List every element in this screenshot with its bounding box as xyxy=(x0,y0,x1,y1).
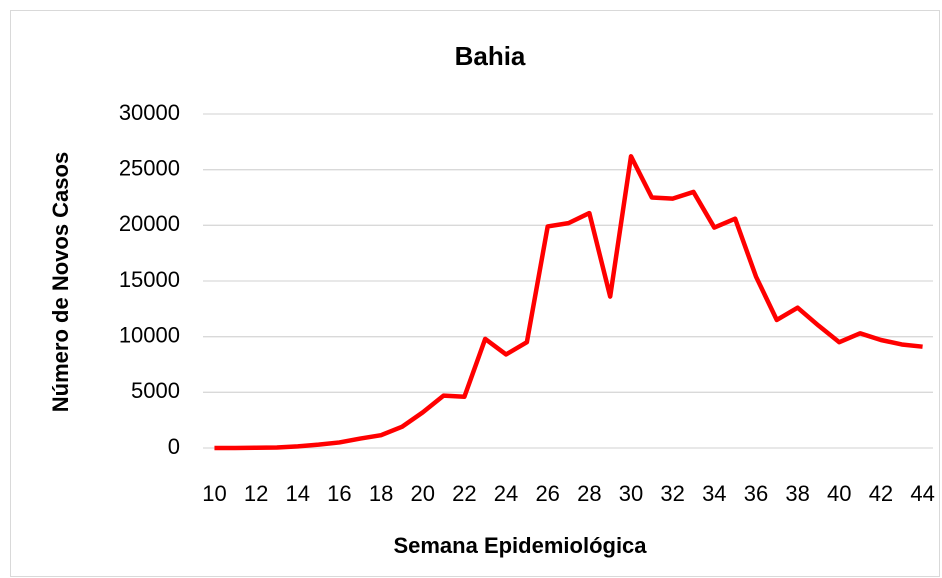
x-tick-label: 34 xyxy=(702,481,726,506)
x-tick-label: 38 xyxy=(785,481,809,506)
x-tick-label: 42 xyxy=(869,481,893,506)
x-tick-label: 12 xyxy=(244,481,268,506)
y-tick-label: 5000 xyxy=(131,378,180,403)
chart-title: Bahia xyxy=(455,41,526,71)
y-tick-label: 10000 xyxy=(119,322,180,347)
data-line xyxy=(214,154,923,451)
x-tick-label: 24 xyxy=(494,481,518,506)
y-tick-label: 0 xyxy=(168,434,180,459)
y-tick-label: 15000 xyxy=(119,267,180,292)
x-axis-label: Semana Epidemiológica xyxy=(393,533,647,558)
x-tick-label: 26 xyxy=(535,481,559,506)
chart-border xyxy=(10,10,940,577)
x-tick-label: 18 xyxy=(369,481,393,506)
x-tick-label: 36 xyxy=(744,481,768,506)
x-tick-label: 22 xyxy=(452,481,476,506)
x-tick-label: 32 xyxy=(660,481,684,506)
x-tick-label: 16 xyxy=(327,481,351,506)
y-tick-label: 30000 xyxy=(119,100,180,125)
x-tick-label: 30 xyxy=(619,481,643,506)
y-tick-label: 20000 xyxy=(119,211,180,236)
x-tick-label: 14 xyxy=(286,481,310,506)
x-tick-label: 28 xyxy=(577,481,601,506)
y-tick-label: 25000 xyxy=(119,155,180,180)
x-tick-label: 44 xyxy=(910,481,934,506)
x-tick-label: 40 xyxy=(827,481,851,506)
x-tick-label: 10 xyxy=(202,481,226,506)
x-tick-label: 20 xyxy=(410,481,434,506)
y-axis-label: Número de Novos Casos xyxy=(48,152,73,412)
